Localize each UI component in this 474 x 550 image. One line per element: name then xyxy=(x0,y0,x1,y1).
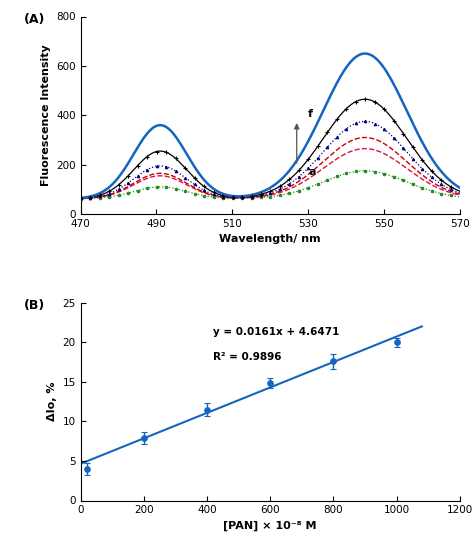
Y-axis label: Fluorescence Intensity: Fluorescence Intensity xyxy=(41,45,51,186)
Text: y = 0.0161x + 4.6471: y = 0.0161x + 4.6471 xyxy=(213,327,340,337)
Text: R² = 0.9896: R² = 0.9896 xyxy=(213,353,282,362)
Y-axis label: ΔIᴏ, %: ΔIᴏ, % xyxy=(47,382,57,421)
Text: (B): (B) xyxy=(24,299,45,312)
X-axis label: Wavelength/ nm: Wavelength/ nm xyxy=(219,234,321,244)
X-axis label: [PAN] × 10⁻⁸ M: [PAN] × 10⁻⁸ M xyxy=(223,521,317,531)
Text: (A): (A) xyxy=(24,13,45,25)
Text: f: f xyxy=(308,109,313,119)
Text: a: a xyxy=(308,167,316,177)
